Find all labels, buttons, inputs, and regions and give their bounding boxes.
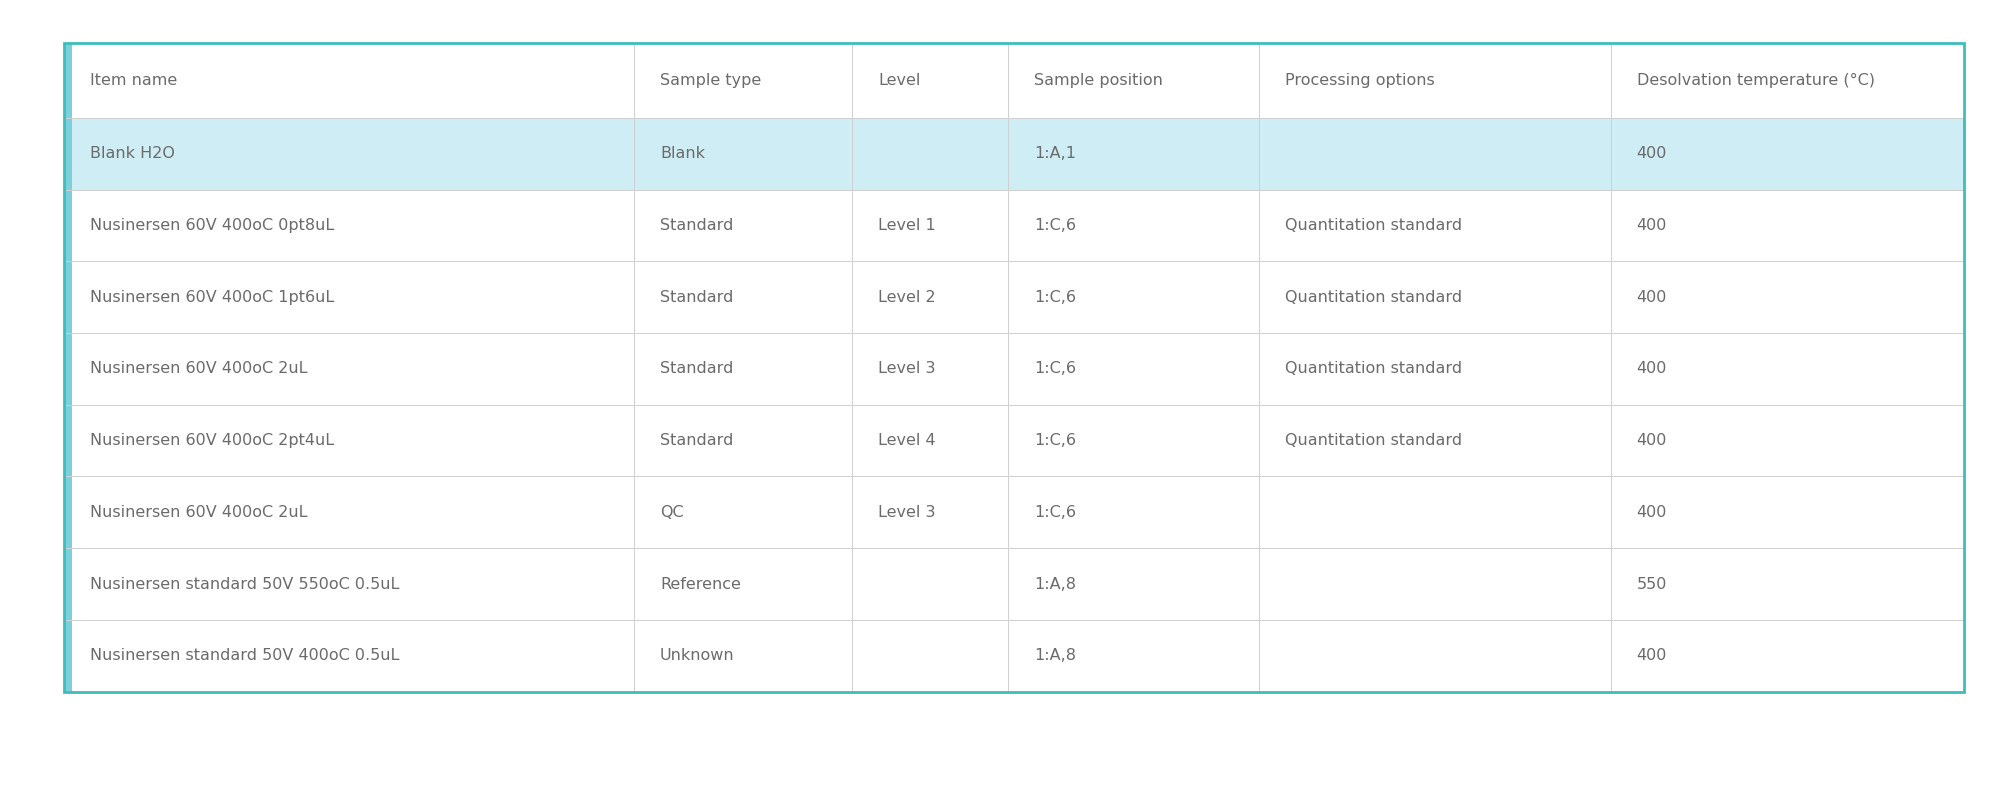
Bar: [64, 189, 72, 261]
Text: Nusinersen standard 50V 550oC 0.5uL: Nusinersen standard 50V 550oC 0.5uL: [90, 577, 400, 592]
Bar: [64, 620, 1964, 692]
Text: Level 4: Level 4: [878, 433, 936, 448]
Text: 1:A,8: 1:A,8: [1034, 648, 1076, 663]
Bar: [64, 261, 1964, 333]
Text: 1:A,1: 1:A,1: [1034, 146, 1076, 161]
Text: 1:A,8: 1:A,8: [1034, 577, 1076, 592]
Bar: [64, 118, 1964, 189]
Text: 1:C,6: 1:C,6: [1034, 362, 1076, 376]
Bar: [64, 405, 72, 476]
Bar: [64, 43, 72, 118]
Text: Quantitation standard: Quantitation standard: [1286, 362, 1462, 376]
Text: 400: 400: [1636, 218, 1666, 233]
Text: Level 3: Level 3: [878, 362, 936, 376]
Text: 1:C,6: 1:C,6: [1034, 505, 1076, 520]
Text: Sample type: Sample type: [660, 73, 762, 88]
Bar: [64, 118, 72, 189]
Bar: [64, 405, 1964, 476]
Text: 400: 400: [1636, 433, 1666, 448]
Text: Standard: Standard: [660, 433, 734, 448]
Bar: [64, 548, 72, 620]
Text: Unknown: Unknown: [660, 648, 734, 663]
Text: Blank: Blank: [660, 146, 704, 161]
Text: Desolvation temperature (°C): Desolvation temperature (°C): [1636, 73, 1874, 88]
Text: Quantitation standard: Quantitation standard: [1286, 433, 1462, 448]
Text: 1:C,6: 1:C,6: [1034, 218, 1076, 233]
Bar: [64, 620, 72, 692]
Text: Nusinersen standard 50V 400oC 0.5uL: Nusinersen standard 50V 400oC 0.5uL: [90, 648, 400, 663]
Text: 400: 400: [1636, 648, 1666, 663]
Text: Level 3: Level 3: [878, 505, 936, 520]
Text: Quantitation standard: Quantitation standard: [1286, 218, 1462, 233]
Text: Nusinersen 60V 400oC 0pt8uL: Nusinersen 60V 400oC 0pt8uL: [90, 218, 334, 233]
Text: Nusinersen 60V 400oC 2pt4uL: Nusinersen 60V 400oC 2pt4uL: [90, 433, 334, 448]
Bar: [64, 476, 72, 548]
Bar: [64, 261, 72, 333]
Bar: [64, 43, 1964, 692]
Text: 550: 550: [1636, 577, 1666, 592]
Text: 400: 400: [1636, 146, 1666, 161]
Text: QC: QC: [660, 505, 684, 520]
Text: Blank H2O: Blank H2O: [90, 146, 174, 161]
Text: Level: Level: [878, 73, 920, 88]
Text: Level 2: Level 2: [878, 289, 936, 305]
Text: 400: 400: [1636, 362, 1666, 376]
Text: Level 1: Level 1: [878, 218, 936, 233]
Text: Nusinersen 60V 400oC 1pt6uL: Nusinersen 60V 400oC 1pt6uL: [90, 289, 334, 305]
Text: Nusinersen 60V 400oC 2uL: Nusinersen 60V 400oC 2uL: [90, 505, 308, 520]
Text: Reference: Reference: [660, 577, 740, 592]
Text: Standard: Standard: [660, 289, 734, 305]
Text: Standard: Standard: [660, 218, 734, 233]
Bar: [64, 476, 1964, 548]
Text: Item name: Item name: [90, 73, 178, 88]
Bar: [64, 333, 72, 405]
Bar: [64, 189, 1964, 261]
Text: 400: 400: [1636, 505, 1666, 520]
Text: 1:C,6: 1:C,6: [1034, 289, 1076, 305]
Text: Processing options: Processing options: [1286, 73, 1434, 88]
Text: Nusinersen 60V 400oC 2uL: Nusinersen 60V 400oC 2uL: [90, 362, 308, 376]
Text: 1:C,6: 1:C,6: [1034, 433, 1076, 448]
Bar: [64, 548, 1964, 620]
Text: 400: 400: [1636, 289, 1666, 305]
Text: Standard: Standard: [660, 362, 734, 376]
Text: Sample position: Sample position: [1034, 73, 1164, 88]
Text: Quantitation standard: Quantitation standard: [1286, 289, 1462, 305]
Bar: [64, 43, 1964, 692]
Bar: [64, 333, 1964, 405]
